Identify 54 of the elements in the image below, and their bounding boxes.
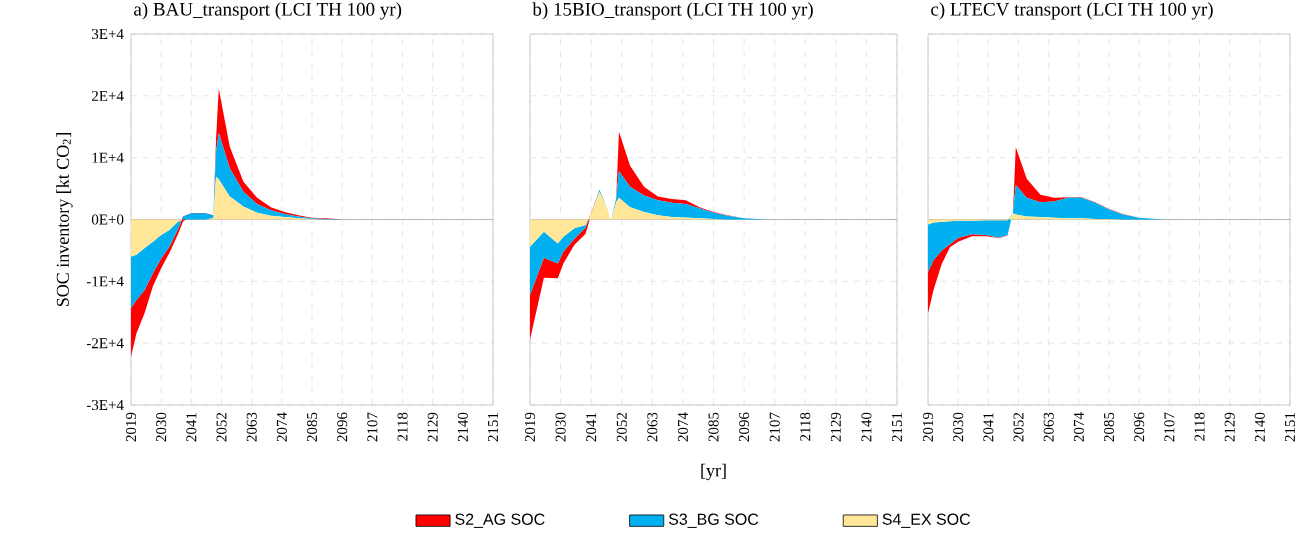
x-tick-label: 2140 xyxy=(457,412,468,442)
x-tick-label: 2129 xyxy=(830,412,841,442)
x-tick-label: 2151 xyxy=(487,412,499,442)
x-tick-label: 2140 xyxy=(861,412,872,442)
chart-title: a) BAU_transport (LCI TH 100 yr) xyxy=(134,2,402,20)
x-tick-label: 2118 xyxy=(397,412,408,441)
x-tick-label: 2019 xyxy=(922,412,934,442)
x-tick-label: 2041 xyxy=(983,412,994,442)
x-tick-label: 2096 xyxy=(1134,412,1145,442)
x-tick-label: 2052 xyxy=(1013,412,1024,442)
chart-title: c) LTECV transport (LCI TH 100 yr) xyxy=(931,2,1213,20)
x-tick-label: 2107 xyxy=(1164,412,1175,442)
y-tick-label: -2E+4 xyxy=(86,338,124,349)
x-tick-label: 2052 xyxy=(616,412,627,442)
x-tick-label: 2085 xyxy=(708,412,719,442)
x-tick-label: 2041 xyxy=(586,412,597,442)
x-tick-label: 2140 xyxy=(1254,412,1265,442)
x-tick-label: 2063 xyxy=(246,412,257,442)
x-tick-label: 2019 xyxy=(524,412,536,442)
y-tick-label: 3E+4 xyxy=(92,28,124,40)
y-tick-label: 1E+4 xyxy=(92,152,124,163)
x-tick-label: 2085 xyxy=(1103,412,1115,442)
x-tick-label: 2063 xyxy=(1043,412,1054,442)
x-tick-label: 2107 xyxy=(769,412,780,442)
x-tick-label: 2030 xyxy=(953,412,964,442)
x-tick-label: 2096 xyxy=(337,412,348,442)
x-tick-label: 2129 xyxy=(427,412,438,442)
x-tick-label: 2151 xyxy=(1284,412,1296,442)
x-tick-label: 2030 xyxy=(555,412,566,442)
x-tick-label: 2107 xyxy=(367,412,378,442)
x-tick-label: 2118 xyxy=(800,412,811,441)
x-tick-label: 2074 xyxy=(677,412,688,442)
x-tick-label: 2096 xyxy=(739,412,750,442)
legend-label: S4_EX SOC xyxy=(882,513,971,528)
x-tick-label: 2074 xyxy=(276,412,287,442)
x-tick-label: 2129 xyxy=(1224,412,1235,442)
y-tick-label: 0E+0 xyxy=(91,214,124,225)
x-tick-label: 2151 xyxy=(891,412,903,442)
x-tick-label: 2019 xyxy=(125,412,137,442)
y-tick-label: 2E+4 xyxy=(91,90,124,101)
x-tick-label: 2118 xyxy=(1194,412,1205,441)
y-tick-label: -3E+4 xyxy=(86,399,124,411)
x-axis-title: [yr] xyxy=(701,463,726,481)
y-axis-title: SOC inventory [kt CO$_{2}$] xyxy=(56,133,73,307)
chart-title: b) 15BIO_transport (LCI TH 100 yr) xyxy=(532,2,813,20)
legend-label: S2_AG SOC xyxy=(455,513,545,528)
x-tick-label: 2052 xyxy=(216,412,227,442)
x-tick-label: 2030 xyxy=(156,412,167,442)
x-tick-label: 2074 xyxy=(1073,412,1084,442)
y-tick-label: -1E+4 xyxy=(86,276,124,287)
x-tick-label: 2085 xyxy=(306,412,318,442)
x-tick-label: 2063 xyxy=(647,412,658,442)
x-tick-label: 2041 xyxy=(186,412,197,442)
legend-label: S3_BG SOC xyxy=(668,513,759,528)
